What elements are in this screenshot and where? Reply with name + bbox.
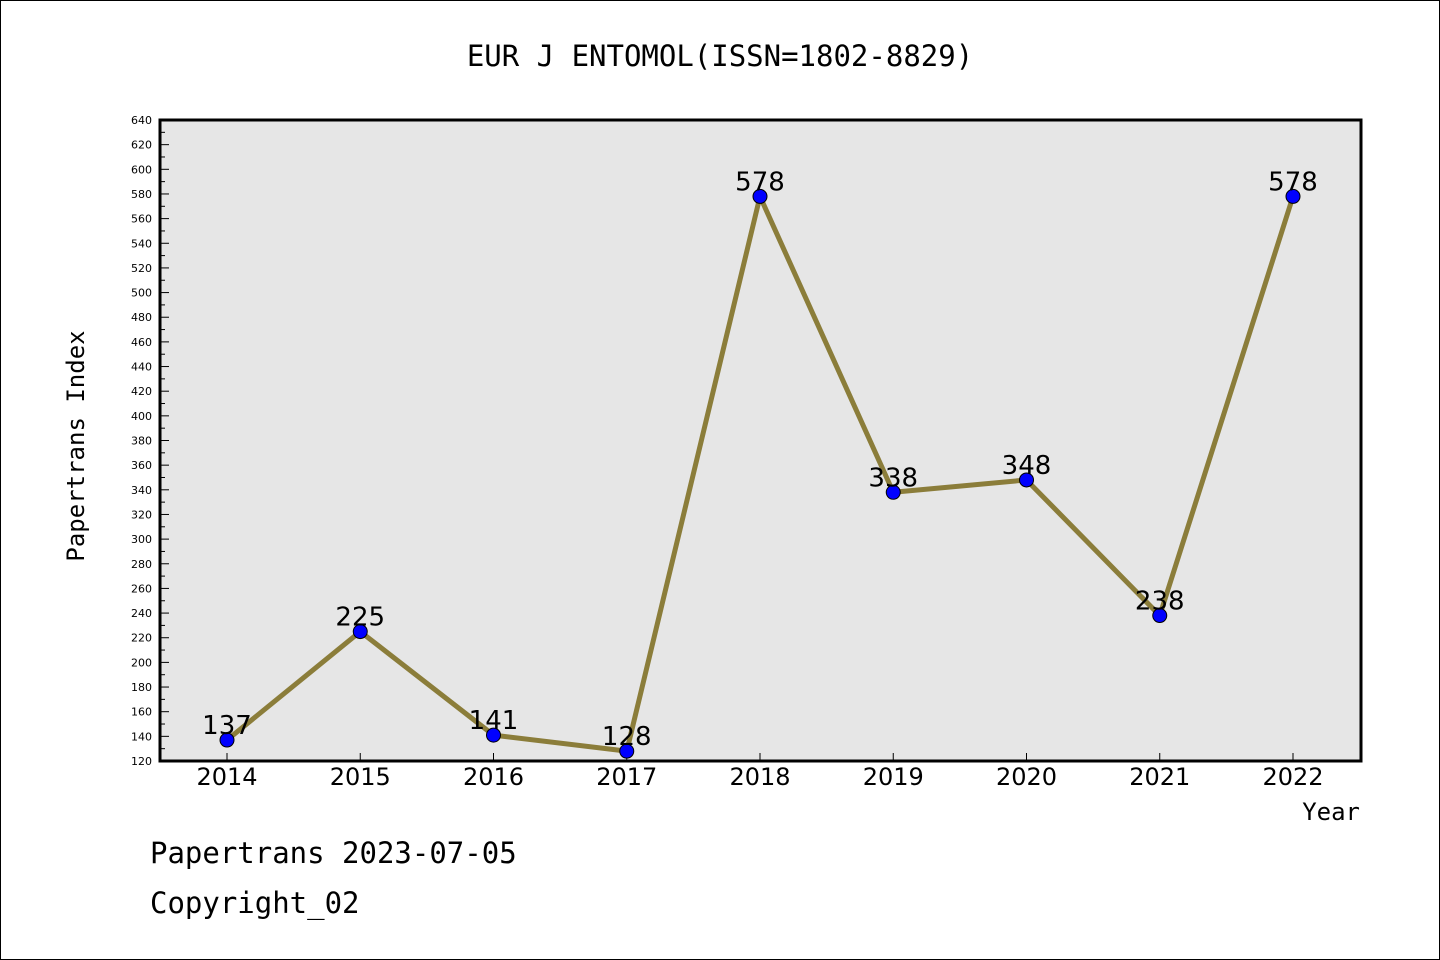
footer-copyright: Copyright_02 bbox=[150, 886, 360, 920]
data-point bbox=[1019, 472, 1034, 488]
data-label: 225 bbox=[335, 603, 385, 633]
y-tick-label: 120 bbox=[131, 755, 152, 768]
y-tick-label: 560 bbox=[131, 213, 152, 226]
plot-area bbox=[160, 120, 1361, 761]
footer-date: Papertrans 2023-07-05 bbox=[150, 836, 517, 870]
y-tick-label: 340 bbox=[131, 484, 152, 497]
data-label: 137 bbox=[202, 711, 252, 741]
data-label: 578 bbox=[735, 167, 785, 197]
y-tick-label: 640 bbox=[131, 114, 152, 127]
x-tick-label: 2016 bbox=[463, 763, 524, 791]
y-tick-label: 360 bbox=[131, 459, 152, 472]
data-label: 578 bbox=[1268, 167, 1318, 197]
y-tick-label: 440 bbox=[131, 361, 152, 374]
y-tick-label: 220 bbox=[131, 632, 152, 645]
plot-border bbox=[158, 118, 1363, 763]
y-tick-label: 200 bbox=[131, 656, 152, 669]
data-point bbox=[1152, 608, 1168, 624]
y-tick-label: 480 bbox=[131, 311, 152, 324]
data-label: 338 bbox=[868, 463, 918, 493]
x-axis-label: Year bbox=[1302, 798, 1360, 826]
data-label: 348 bbox=[1002, 451, 1052, 481]
x-tick-label: 2019 bbox=[863, 763, 924, 791]
data-point bbox=[219, 732, 235, 748]
x-tick-label: 2014 bbox=[196, 763, 257, 791]
y-tick-label: 280 bbox=[131, 558, 152, 571]
x-tick-label: 2022 bbox=[1262, 763, 1323, 791]
y-tick-label: 420 bbox=[131, 385, 152, 398]
y-axis-label: Papertrans Index bbox=[62, 330, 90, 561]
y-tick-label: 460 bbox=[131, 336, 152, 349]
y-tick-label: 520 bbox=[131, 262, 152, 275]
chart-title: EUR J ENTOMOL(ISSN=1802-8829) bbox=[467, 39, 973, 73]
series-layer: 137 225 141 128 578 338 348 238 578 bbox=[202, 167, 1318, 759]
x-tick-label: 2018 bbox=[729, 763, 790, 791]
data-point bbox=[352, 624, 368, 640]
y-tick-label: 380 bbox=[131, 435, 152, 448]
x-tick-label: 2021 bbox=[1129, 763, 1190, 791]
y-tick-label: 500 bbox=[131, 287, 152, 300]
y-tick-label: 240 bbox=[131, 607, 152, 620]
x-tick-label: 2015 bbox=[330, 763, 391, 791]
y-tick-label: 600 bbox=[131, 163, 152, 176]
y-tick-label: 300 bbox=[131, 533, 152, 546]
y-tick-label: 540 bbox=[131, 237, 152, 250]
data-label: 238 bbox=[1135, 587, 1185, 617]
y-tick-label: 320 bbox=[131, 508, 152, 521]
data-label: 141 bbox=[469, 706, 519, 736]
x-tick-label: 2017 bbox=[596, 763, 657, 791]
data-label: 128 bbox=[602, 722, 652, 752]
data-point bbox=[486, 727, 501, 743]
x-axis: 2014 2015 2016 2017 2018 2019 2020 2021 2022 bbox=[196, 753, 1324, 791]
data-point bbox=[885, 484, 901, 500]
y-tick-label: 160 bbox=[131, 706, 152, 719]
y-tick-label: 400 bbox=[131, 410, 152, 423]
x-tick-label: 2020 bbox=[996, 763, 1057, 791]
y-tick-label: 580 bbox=[131, 188, 152, 201]
y-tick-label: 140 bbox=[131, 730, 152, 743]
data-point bbox=[619, 743, 635, 759]
y-tick-label: 180 bbox=[131, 681, 152, 694]
data-point bbox=[752, 188, 768, 204]
data-point bbox=[1285, 188, 1301, 204]
y-tick-label: 260 bbox=[131, 582, 152, 595]
y-tick-label: 620 bbox=[131, 139, 152, 152]
